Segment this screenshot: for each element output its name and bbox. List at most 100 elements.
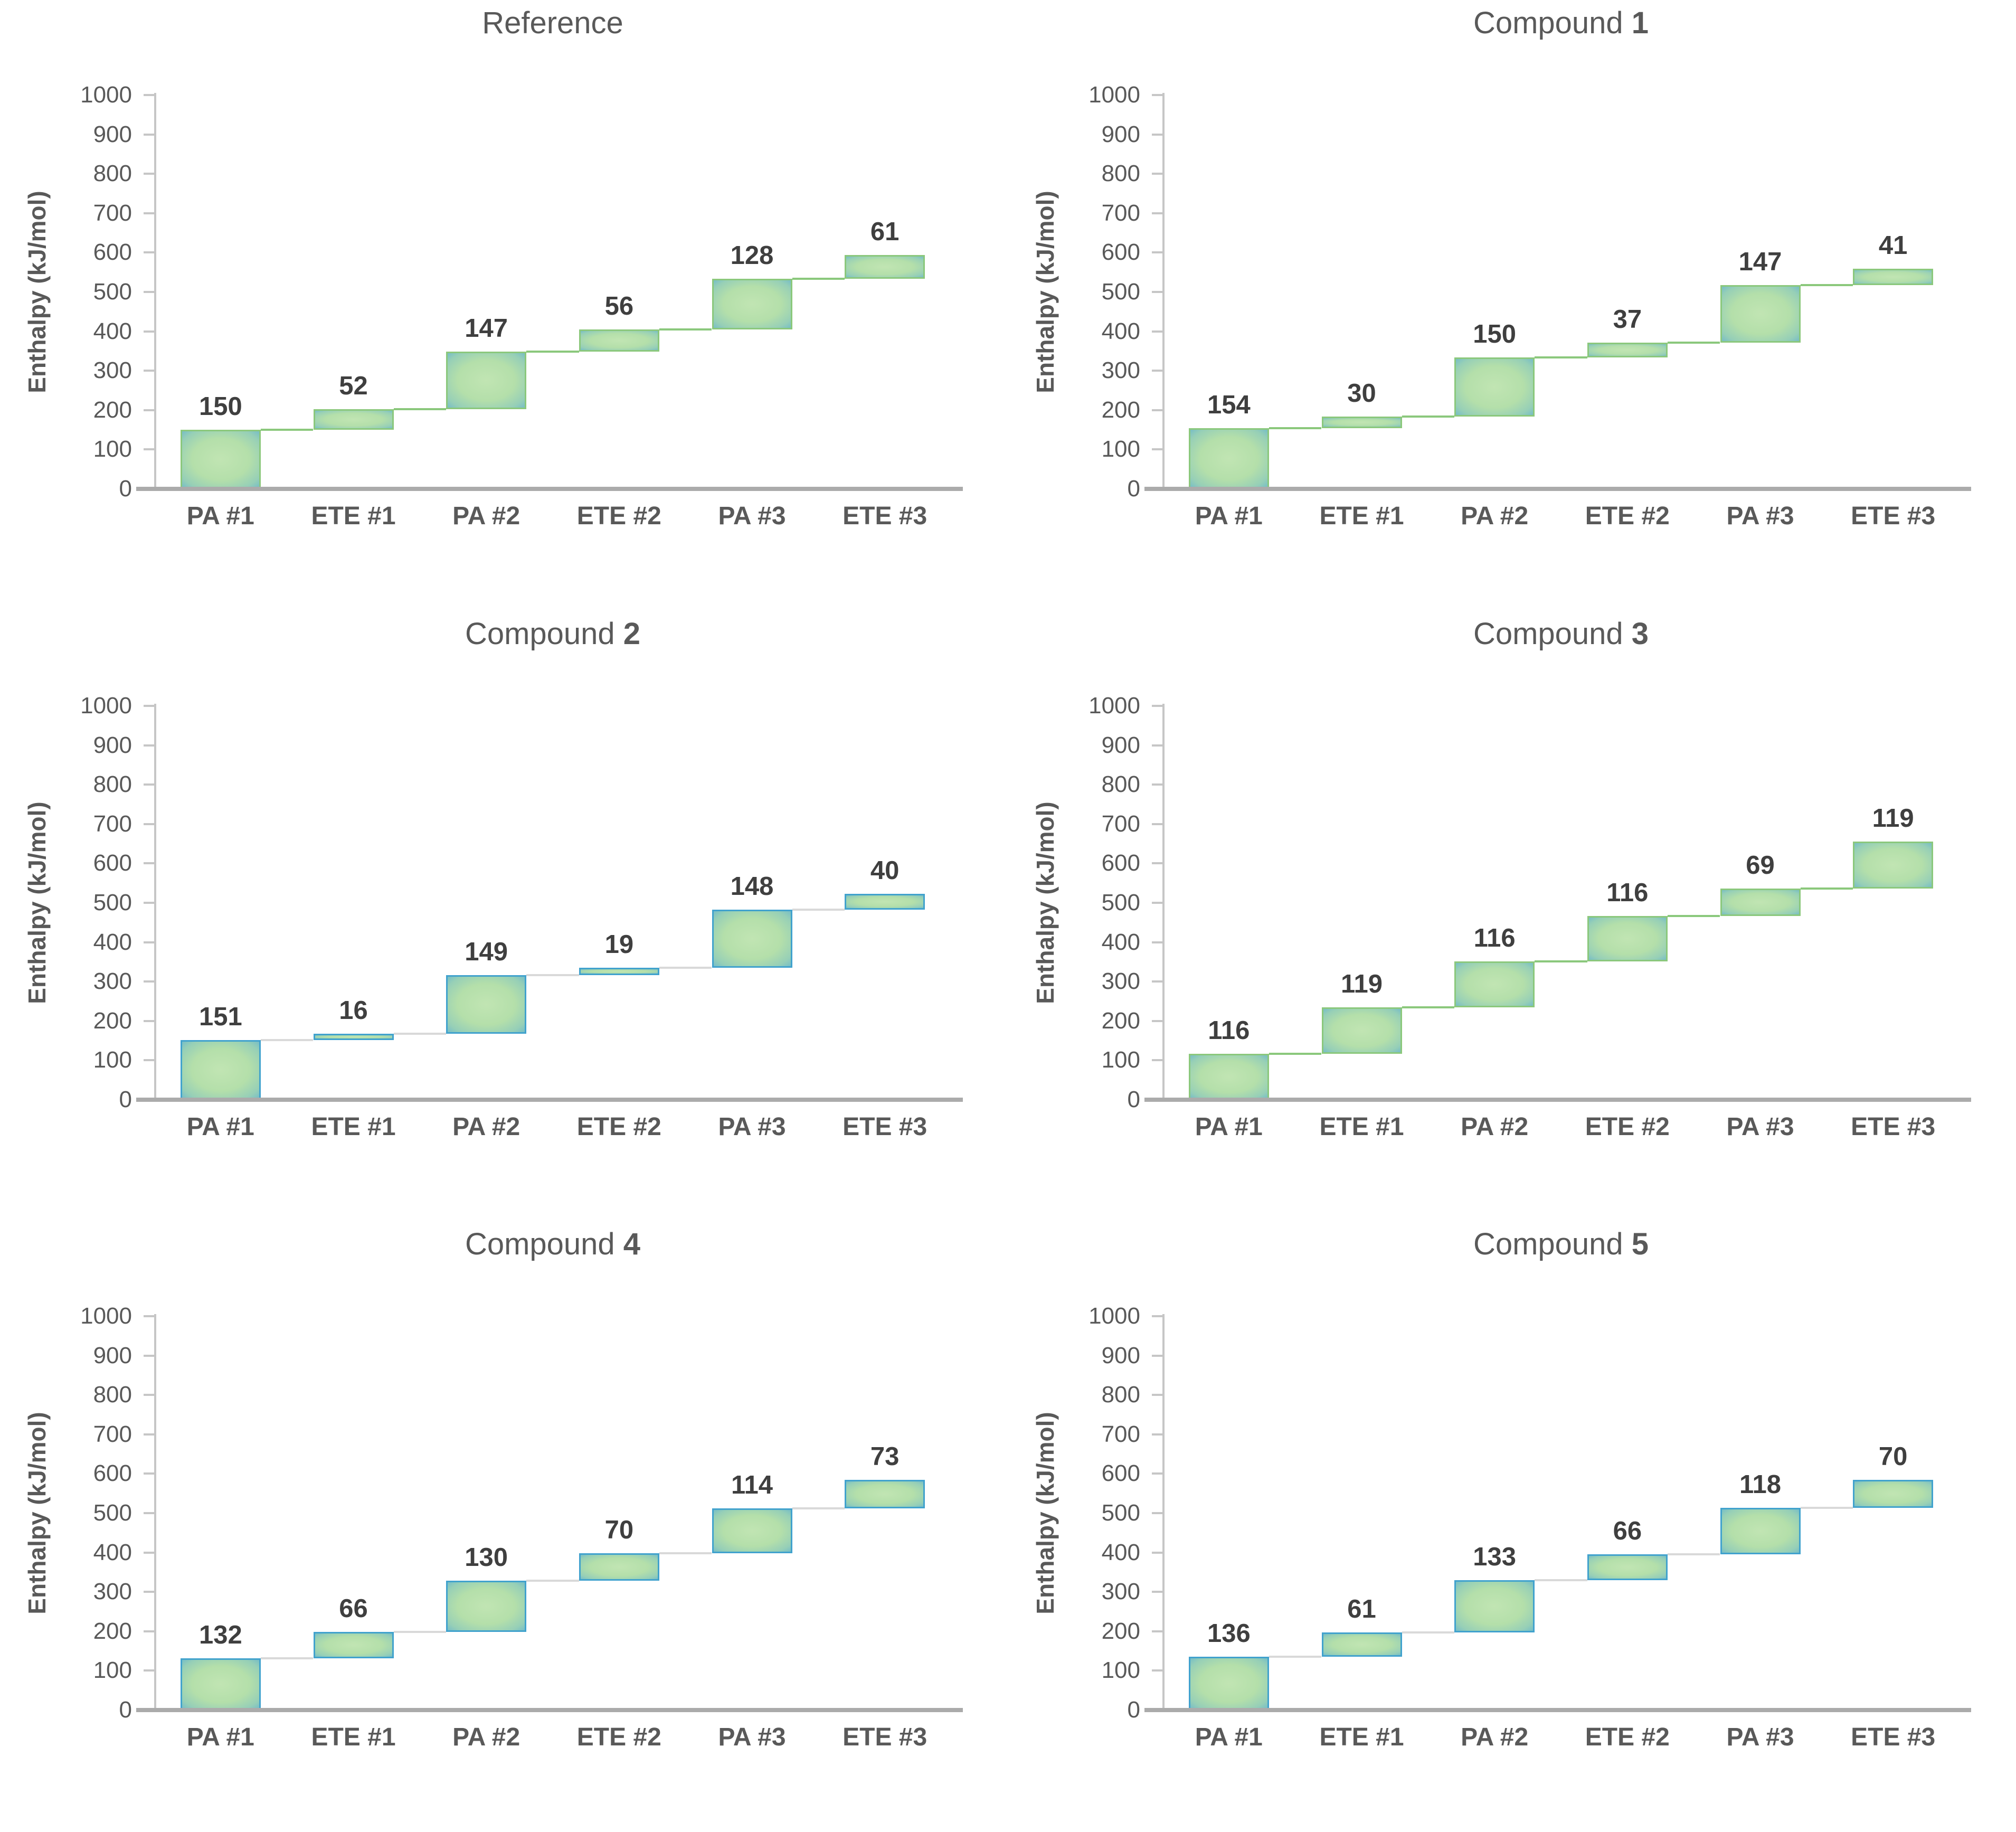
y-tick-mark bbox=[1152, 1394, 1165, 1396]
y-tick-mark bbox=[1152, 133, 1165, 136]
waterfall-connector bbox=[1535, 356, 1587, 358]
y-tick-label: 300 bbox=[1101, 357, 1140, 384]
chart-title: Compound 5 bbox=[1162, 1225, 1960, 1263]
y-tick-mark bbox=[1152, 705, 1165, 707]
y-tick-mark bbox=[144, 980, 156, 983]
y-tick-mark bbox=[1152, 1669, 1165, 1672]
x-category-label: PA #2 bbox=[452, 1723, 520, 1751]
x-axis-line bbox=[136, 487, 963, 491]
y-tick-mark bbox=[144, 1551, 156, 1554]
y-tick-mark bbox=[1152, 448, 1165, 451]
y-tick-mark bbox=[144, 94, 156, 96]
bar-value-label: 66 bbox=[339, 1594, 368, 1623]
y-tick-mark bbox=[144, 783, 156, 786]
bar-value-label: 119 bbox=[1340, 969, 1383, 998]
y-tick-label: 500 bbox=[1101, 1500, 1140, 1526]
y-tick-mark bbox=[144, 705, 156, 707]
x-category-label: ETE #1 bbox=[311, 1723, 396, 1751]
y-tick-mark bbox=[1152, 744, 1165, 747]
x-category-label: ETE #3 bbox=[843, 1723, 927, 1751]
waterfall-bar bbox=[1587, 915, 1668, 962]
chart-title: Compound 4 bbox=[154, 1225, 951, 1263]
waterfall-bar bbox=[579, 968, 659, 976]
y-tick-label: 700 bbox=[1101, 810, 1140, 837]
waterfall-connector bbox=[1269, 1655, 1322, 1658]
y-tick-label: 400 bbox=[1101, 929, 1140, 955]
y-tick-label: 900 bbox=[93, 121, 132, 147]
x-category-label: ETE #2 bbox=[576, 1723, 661, 1751]
y-tick-label: 200 bbox=[1101, 1618, 1140, 1644]
y-tick-mark bbox=[1152, 1551, 1165, 1554]
waterfall-bar bbox=[180, 1040, 261, 1100]
y-tick-label: 800 bbox=[93, 771, 132, 798]
waterfall-bar bbox=[446, 1581, 527, 1632]
y-tick-mark bbox=[1152, 902, 1165, 904]
x-category-label: ETE #3 bbox=[843, 1113, 927, 1141]
y-tick-label: 600 bbox=[93, 239, 132, 266]
waterfall-connector bbox=[393, 408, 447, 411]
chart-title: Compound 3 bbox=[1162, 615, 1960, 653]
y-tick-mark bbox=[144, 291, 156, 293]
x-category-label: ETE #1 bbox=[311, 1113, 396, 1141]
x-category-label: ETE #1 bbox=[1319, 1113, 1404, 1141]
y-tick-label: 1000 bbox=[80, 693, 132, 719]
waterfall-bar bbox=[1454, 1580, 1535, 1633]
y-tick-label: 900 bbox=[93, 1342, 132, 1368]
y-tick-mark bbox=[144, 1059, 156, 1062]
y-tick-mark bbox=[1152, 212, 1165, 214]
y-tick-label: 800 bbox=[93, 1382, 132, 1408]
y-tick-label: 1000 bbox=[1089, 693, 1140, 719]
waterfall-connector bbox=[526, 1580, 579, 1582]
y-tick-mark bbox=[144, 1315, 156, 1317]
waterfall-bar bbox=[313, 409, 394, 430]
waterfall-bar bbox=[1853, 842, 1934, 889]
y-tick-mark bbox=[1152, 291, 1165, 293]
y-tick-mark bbox=[144, 1669, 156, 1672]
bar-value-label: 116 bbox=[1208, 1016, 1250, 1045]
x-category-label: PA #2 bbox=[1461, 1113, 1529, 1141]
y-tick-mark bbox=[144, 941, 156, 943]
waterfall-bar bbox=[845, 254, 925, 279]
y-tick-mark bbox=[144, 1472, 156, 1475]
bar-value-label: 132 bbox=[198, 1620, 242, 1649]
waterfall-bar bbox=[1321, 416, 1402, 429]
x-axis-line bbox=[1144, 1098, 1971, 1102]
waterfall-bar bbox=[1321, 1007, 1402, 1054]
y-tick-mark bbox=[144, 173, 156, 175]
bar-value-label: 119 bbox=[1872, 804, 1914, 833]
bar-value-label: 41 bbox=[1878, 231, 1908, 260]
waterfall-connector bbox=[659, 1552, 712, 1555]
y-tick-label: 700 bbox=[93, 810, 132, 837]
y-tick-label: 900 bbox=[1101, 732, 1140, 758]
chart-title: Compound 1 bbox=[1162, 4, 1960, 42]
y-tick-label: 400 bbox=[1101, 1539, 1140, 1565]
bar-value-label: 52 bbox=[339, 372, 368, 401]
y-tick-mark bbox=[1152, 1630, 1165, 1632]
waterfall-connector bbox=[526, 974, 579, 977]
waterfall-chart: Compound 5 Enthalpy (kJ/mol) 1000 900 800 7… bbox=[1008, 1221, 2016, 1832]
y-tick-label: 400 bbox=[93, 929, 132, 955]
y-axis-line bbox=[154, 93, 156, 490]
x-category-label: ETE #2 bbox=[1585, 502, 1670, 530]
y-tick-mark bbox=[144, 823, 156, 825]
waterfall-connector bbox=[526, 350, 579, 353]
y-tick-label: 200 bbox=[93, 396, 132, 423]
x-axis-line bbox=[136, 1708, 963, 1712]
waterfall-bar bbox=[1853, 268, 1934, 285]
chart-title: Compound 2 bbox=[154, 615, 951, 653]
y-axis-line bbox=[1162, 704, 1165, 1101]
waterfall-bar bbox=[1720, 889, 1801, 916]
y-tick-mark bbox=[1152, 330, 1165, 333]
chart-title-prefix: Compound bbox=[465, 1227, 623, 1261]
y-tick-mark bbox=[144, 133, 156, 136]
y-tick-label: 400 bbox=[1101, 318, 1140, 344]
x-category-label: PA #2 bbox=[1461, 502, 1529, 530]
chart-title-number: 4 bbox=[623, 1227, 641, 1261]
waterfall-connector bbox=[1535, 960, 1587, 963]
y-tick-label: 200 bbox=[1101, 396, 1140, 423]
y-tick-label: 300 bbox=[93, 968, 132, 995]
y-tick-mark bbox=[144, 1512, 156, 1514]
y-tick-label: 0 bbox=[119, 476, 132, 502]
x-category-label: PA #2 bbox=[452, 502, 520, 530]
y-tick-label: 800 bbox=[1101, 160, 1140, 187]
